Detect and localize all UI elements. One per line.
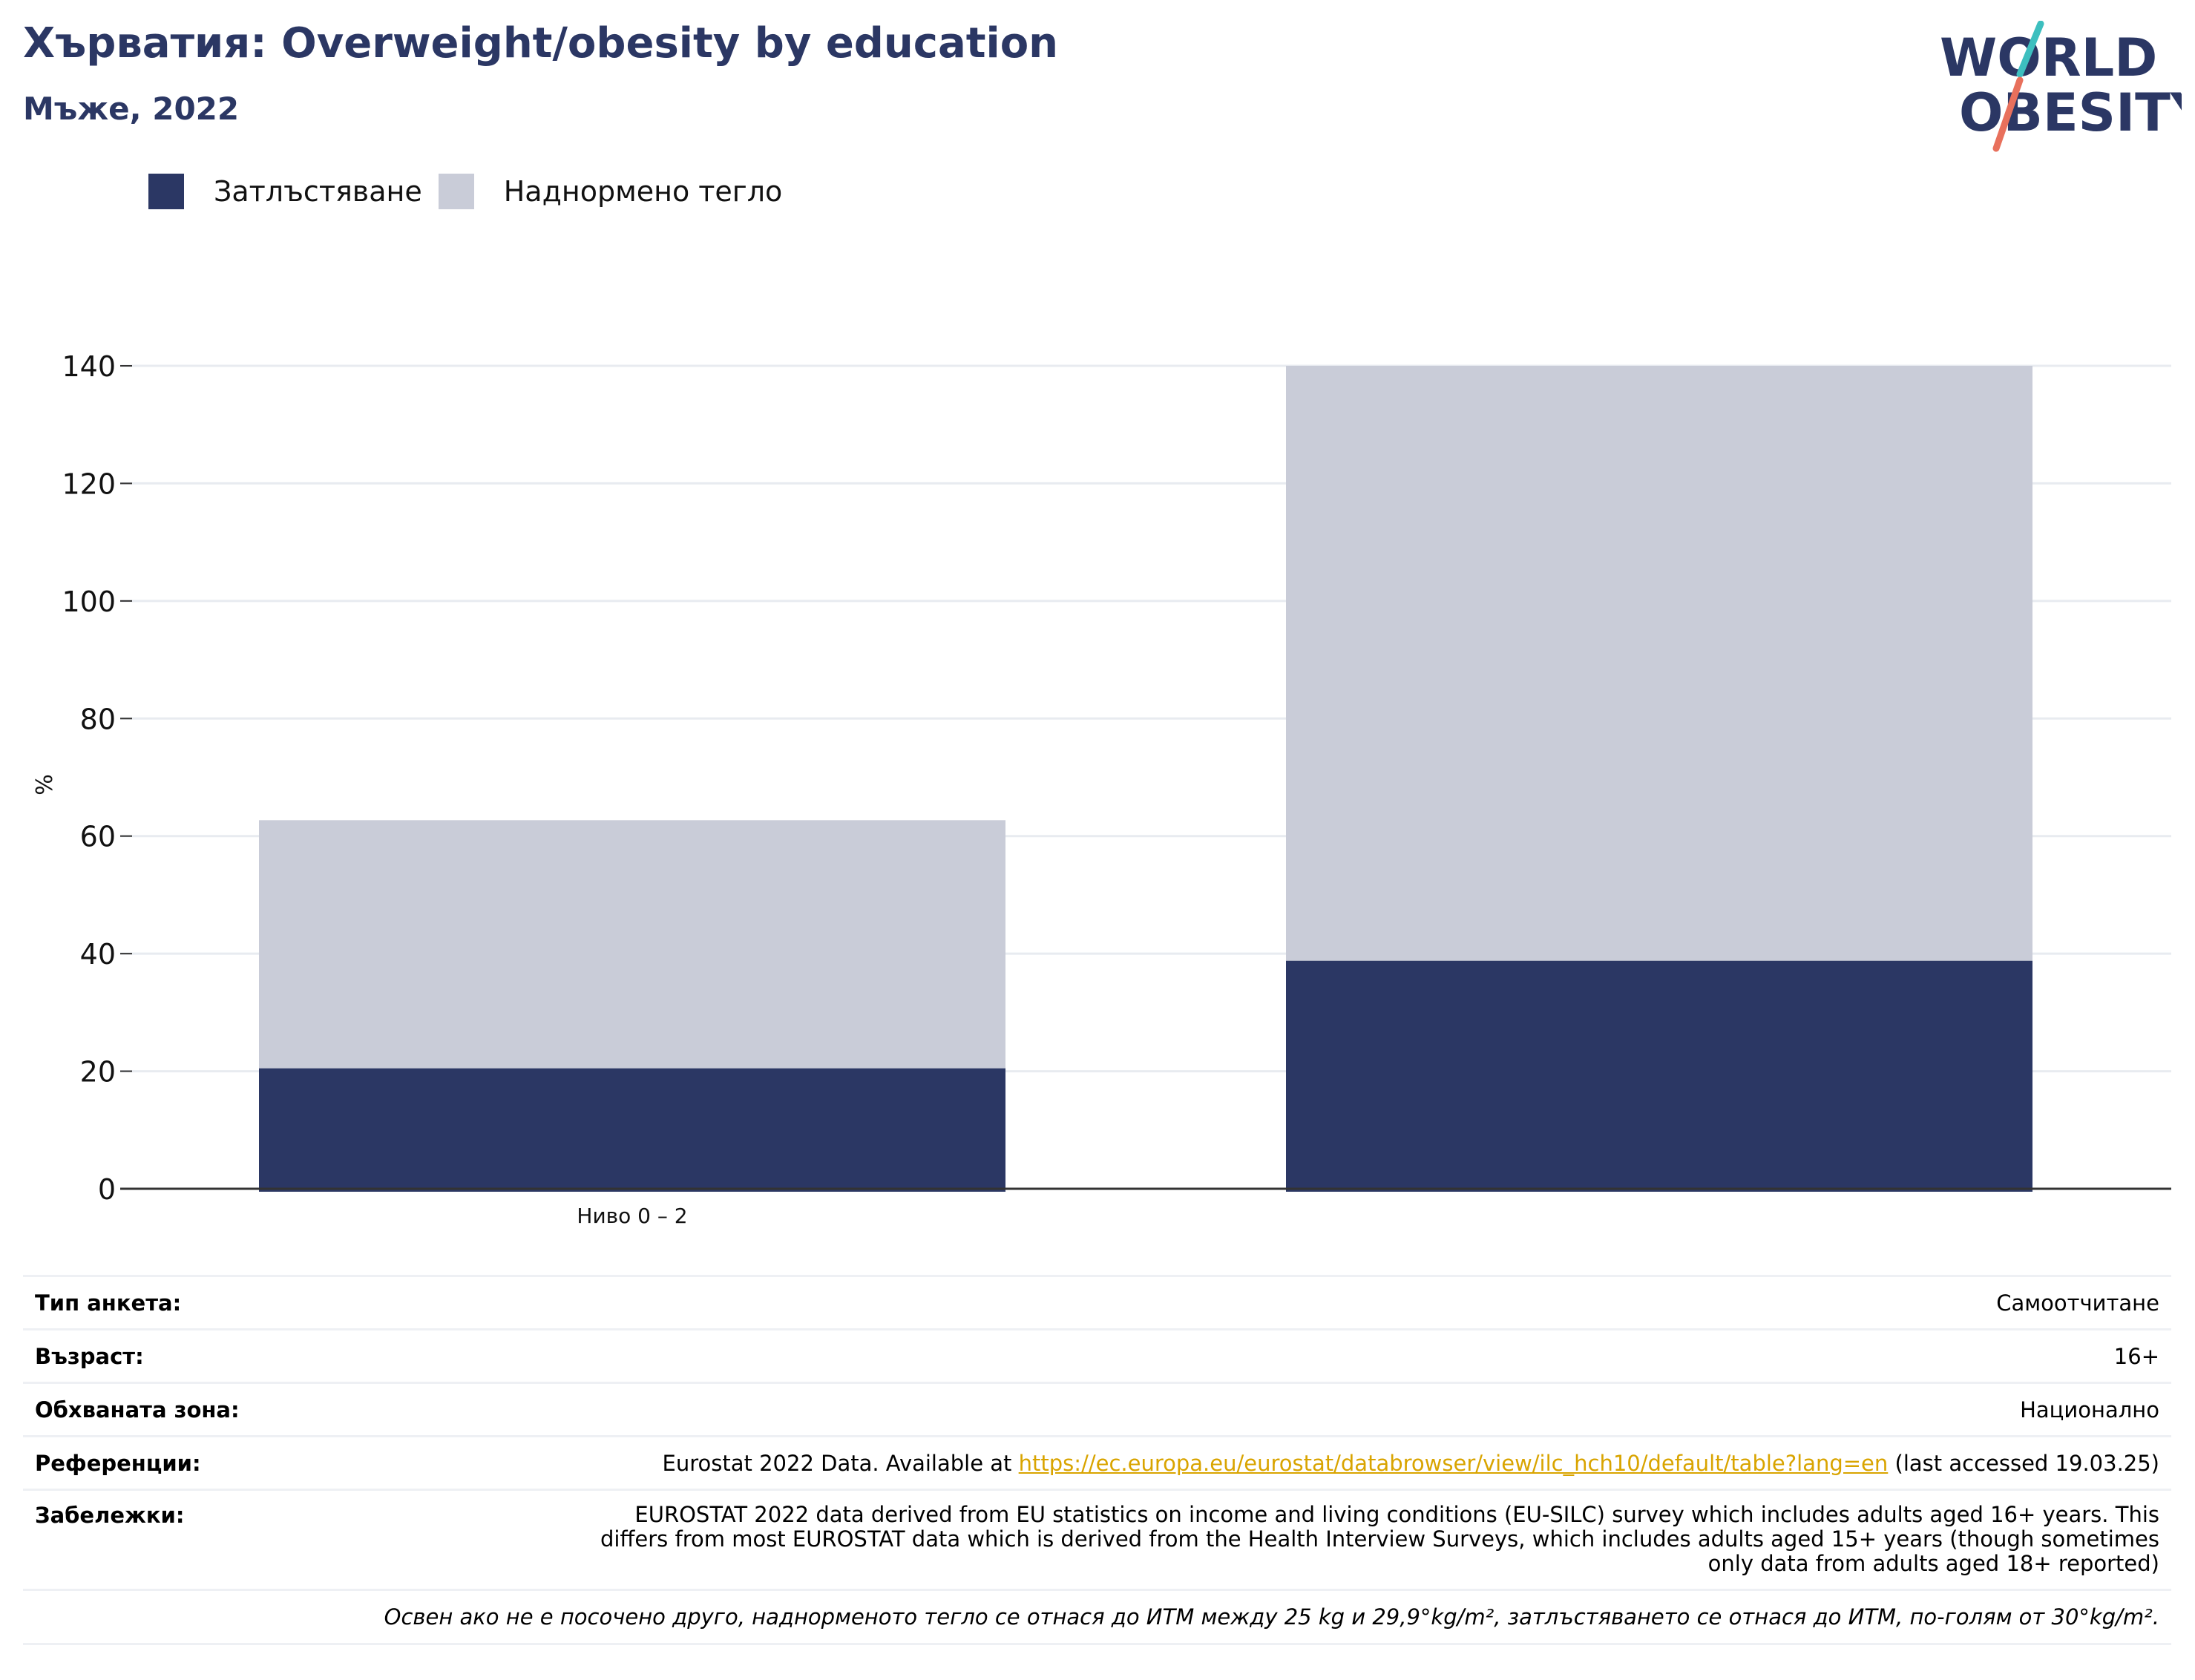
info-row-coverage: Обхваната зона: Национално <box>23 1382 2171 1435</box>
logo-text-obesity: OBESITY <box>1959 82 2182 143</box>
references-prefix: Eurostat 2022 Data. Available at <box>662 1450 1019 1476</box>
legend-item-overweight[interactable]: Наднормено тегло <box>438 174 783 209</box>
age-value: 16+ <box>2113 1343 2159 1369</box>
y-tick-label: 60 <box>80 821 116 853</box>
y-tick-label: 140 <box>62 350 116 383</box>
logo-slash-coral <box>1992 76 2024 152</box>
bar-chart: 0 20 40 60 80 100 120 140% Ниво 0 – 2 <box>32 350 2171 1228</box>
y-axis-label: % <box>32 774 58 795</box>
y-tick-label: 120 <box>62 467 116 500</box>
legend-label-obesity: Затлъстяване <box>214 175 422 208</box>
age-label: Възраст: <box>35 1343 144 1369</box>
coverage-value: Национално <box>2020 1397 2159 1423</box>
references-label: Референции: <box>35 1450 201 1476</box>
definition-footnote: Освен ако не е посочено друго, наднормен… <box>23 1589 2171 1645</box>
logo-slash-teal <box>2016 21 2044 78</box>
logo-text-world: WORLD <box>1940 27 2157 88</box>
chart-subtitle: Мъже, 2022 <box>23 91 240 127</box>
chart-legend: Затлъстяване Наднормено тегло <box>148 169 798 214</box>
bar-obesity-1 <box>1286 960 2032 1192</box>
legend-item-obesity[interactable]: Затлъстяване <box>148 174 422 209</box>
legend-swatch-obesity <box>148 174 184 209</box>
world-obesity-logo: WORLD OBESITY <box>1940 21 2182 152</box>
bar-obesity-0 <box>259 1068 1005 1192</box>
x-tick-label: Ниво 0 – 2 <box>577 1204 687 1228</box>
survey-type-value: Самоотчитане <box>1996 1290 2159 1316</box>
info-row-notes: Забележки: EUROSTAT 2022 data derived fr… <box>23 1489 2171 1589</box>
y-tick-label: 40 <box>80 938 116 971</box>
bar-overweight-1 <box>1286 366 2032 961</box>
legend-label-overweight: Наднормено тегло <box>503 175 783 208</box>
notes-label: Забележки: <box>35 1503 185 1528</box>
y-tick-label: 20 <box>80 1056 116 1089</box>
references-suffix: (last accessed 19.03.25) <box>1888 1450 2160 1476</box>
chart-title: Хърватия: Overweight/obesity by educatio… <box>23 19 1059 68</box>
coverage-label: Обхваната зона: <box>35 1397 240 1423</box>
y-tick-label: 0 <box>98 1173 116 1206</box>
info-row-survey-type: Тип анкета: Самоотчитане <box>23 1275 2171 1328</box>
y-tick-label: 100 <box>62 585 116 618</box>
survey-type-label: Тип анкета: <box>35 1290 182 1316</box>
legend-swatch-overweight <box>438 174 474 209</box>
info-row-references: Референции: Eurostat 2022 Data. Availabl… <box>23 1435 2171 1489</box>
notes-value: EUROSTAT 2022 data derived from EU stati… <box>600 1502 2159 1576</box>
info-table: Тип анкета: Самоотчитане Възраст: 16+ Об… <box>23 1275 2171 1645</box>
y-tick-label: 80 <box>80 703 116 735</box>
references-link[interactable]: https://ec.europa.eu/eurostat/databrowse… <box>1018 1450 1889 1476</box>
references-value: Eurostat 2022 Data. Available at https:/… <box>663 1451 2159 1476</box>
bar-overweight-0 <box>259 820 1005 1069</box>
info-row-age: Възраст: 16+ <box>23 1328 2171 1382</box>
